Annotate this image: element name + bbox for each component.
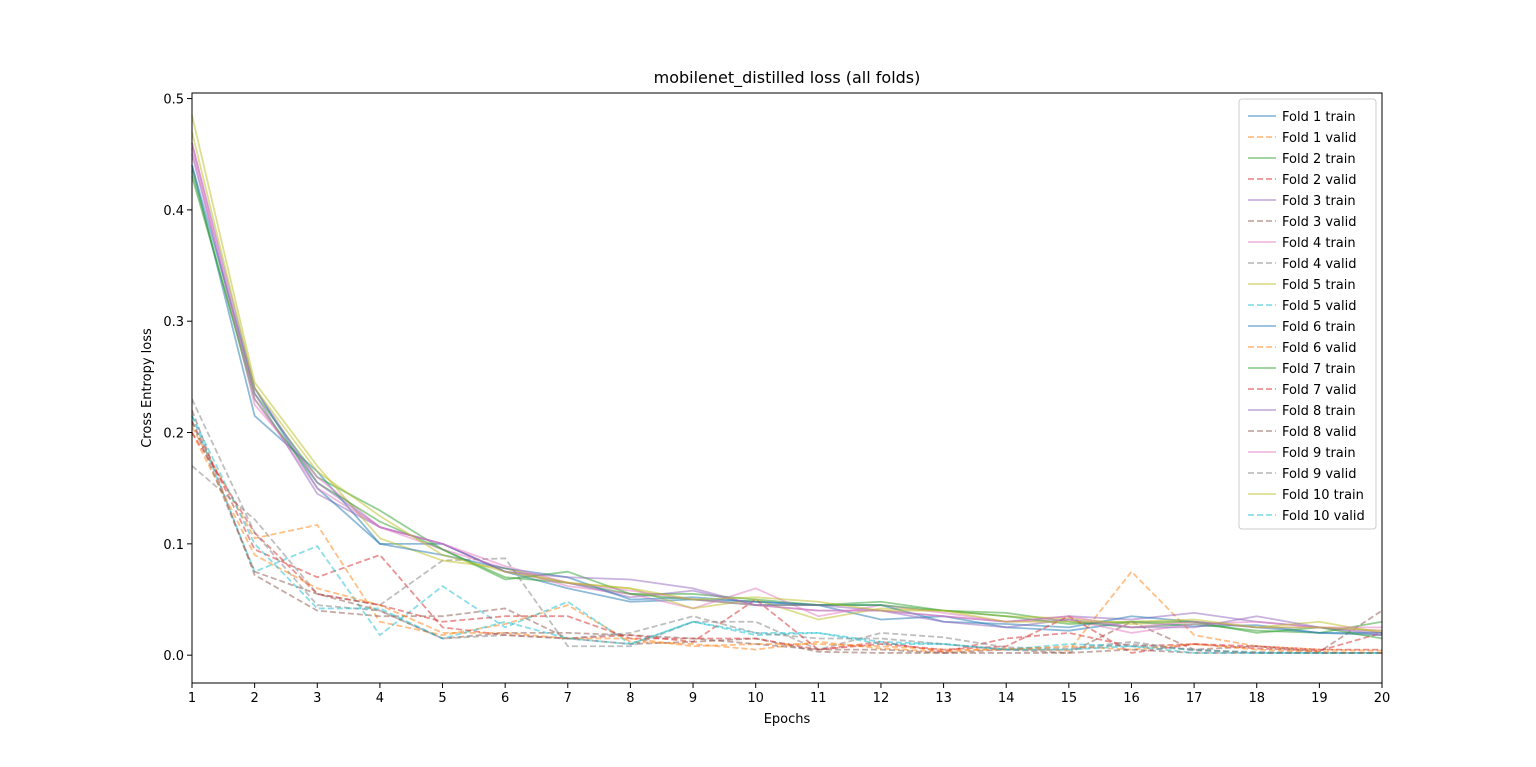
x-tick-label: 16	[1123, 691, 1140, 706]
y-axis-ticks: 0.0 0.1 0.2 0.3 0.4 0.5	[163, 93, 192, 664]
x-tick-label: 18	[1248, 691, 1265, 706]
series-line-17	[191, 142, 1382, 629]
legend: Fold 1 train Fold 1 valid Fold 2 train Fold…	[1238, 98, 1377, 530]
legend-label: Fold 8 valid	[1282, 425, 1357, 440]
x-tick-label: 6	[501, 691, 509, 706]
legend-label: Fold 3 valid	[1282, 215, 1357, 230]
x-tick-label: 19	[1311, 691, 1328, 706]
y-axis-label: Cross Entropy loss	[140, 328, 155, 448]
x-tick-label: 3	[313, 691, 321, 706]
legend-label: Fold 4 valid	[1282, 257, 1357, 272]
legend-label: Fold 6 train	[1282, 320, 1356, 335]
x-axis-label: Epochs	[764, 712, 811, 727]
x-tick-label: 8	[626, 691, 634, 706]
series-line-18	[191, 398, 1382, 654]
series-line-14	[191, 432, 1382, 654]
x-axis-ticks: 1 2 3 4 5 6 7 8 9 10 11 12 13 14 15 16 17 18 19 20	[188, 683, 1390, 706]
y-tick-label: 0.3	[163, 315, 184, 330]
legend-label: Fold 5 valid	[1282, 299, 1357, 314]
plot-lines	[191, 115, 1383, 654]
legend-label: Fold 7 train	[1282, 362, 1356, 377]
legend-label: Fold 8 train	[1282, 404, 1356, 419]
legend-label: Fold 1 train	[1282, 110, 1356, 125]
x-tick-label: 9	[689, 691, 697, 706]
legend-label: Fold 5 train	[1282, 278, 1356, 293]
y-tick-label: 0.2	[163, 427, 184, 442]
legend-label: Fold 7 valid	[1282, 383, 1357, 398]
x-tick-label: 4	[376, 691, 384, 706]
series-line-16	[191, 421, 1382, 654]
x-tick-label: 10	[747, 691, 764, 706]
legend-label: Fold 2 valid	[1282, 173, 1357, 188]
legend-label: Fold 2 train	[1282, 152, 1356, 167]
x-tick-label: 1	[188, 691, 196, 706]
chart-title: mobilenet_distilled loss (all folds)	[654, 68, 921, 88]
legend-label: Fold 9 train	[1282, 446, 1356, 461]
series-line-11	[191, 165, 1382, 634]
legend-box	[1238, 98, 1377, 530]
legend-label: Fold 6 valid	[1282, 341, 1357, 356]
x-tick-label: 15	[1061, 691, 1078, 706]
legend-label: Fold 1 valid	[1282, 131, 1357, 146]
plot-area-frame	[191, 92, 1383, 684]
x-tick-label: 20	[1374, 691, 1391, 706]
y-tick-label: 0.4	[163, 204, 184, 219]
x-tick-label: 7	[564, 691, 572, 706]
x-tick-label: 13	[935, 691, 952, 706]
legend-label: Fold 9 valid	[1282, 467, 1357, 482]
x-tick-label: 11	[810, 691, 827, 706]
legend-label: Fold 4 train	[1282, 236, 1356, 251]
x-tick-label: 14	[998, 691, 1015, 706]
y-tick-label: 0.5	[163, 93, 184, 108]
x-tick-label: 5	[438, 691, 446, 706]
legend-label: Fold 3 train	[1282, 194, 1356, 209]
y-tick-label: 0.1	[163, 538, 184, 553]
y-tick-label: 0.0	[163, 649, 184, 664]
x-tick-label: 12	[873, 691, 890, 706]
series-line-19	[191, 131, 1383, 632]
series-line-4	[191, 421, 1383, 653]
legend-label: Fold 10 valid	[1282, 509, 1365, 524]
series-line-20	[191, 415, 1382, 654]
series-line-2	[191, 426, 1383, 653]
x-tick-label: 2	[250, 691, 258, 706]
legend-label: Fold 10 train	[1282, 488, 1364, 503]
x-tick-label: 17	[1186, 691, 1203, 706]
